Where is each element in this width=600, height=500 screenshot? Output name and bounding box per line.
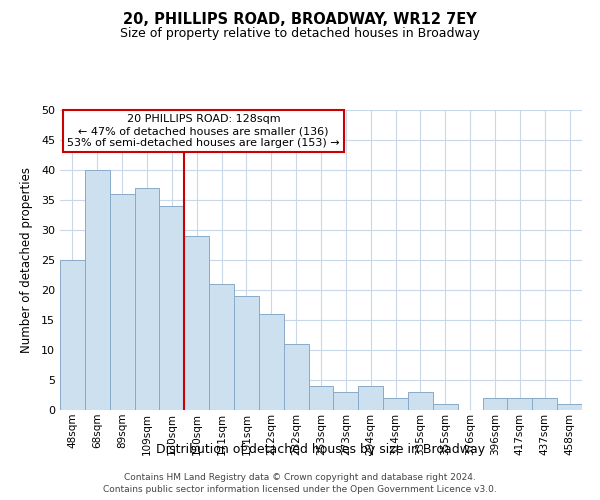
Bar [557, 404, 582, 410]
Bar [408, 392, 433, 410]
Bar [160, 206, 184, 410]
Bar [284, 344, 308, 410]
Bar [134, 188, 160, 410]
Bar [110, 194, 134, 410]
Bar [259, 314, 284, 410]
Bar [85, 170, 110, 410]
Bar [508, 398, 532, 410]
Bar [60, 260, 85, 410]
Y-axis label: Number of detached properties: Number of detached properties [20, 167, 32, 353]
Text: Contains public sector information licensed under the Open Government Licence v3: Contains public sector information licen… [103, 485, 497, 494]
Text: Distribution of detached houses by size in Broadway: Distribution of detached houses by size … [157, 442, 485, 456]
Bar [209, 284, 234, 410]
Bar [184, 236, 209, 410]
Bar [482, 398, 508, 410]
Text: Size of property relative to detached houses in Broadway: Size of property relative to detached ho… [120, 28, 480, 40]
Bar [308, 386, 334, 410]
Bar [358, 386, 383, 410]
Text: 20, PHILLIPS ROAD, BROADWAY, WR12 7EY: 20, PHILLIPS ROAD, BROADWAY, WR12 7EY [123, 12, 477, 28]
Bar [383, 398, 408, 410]
Bar [334, 392, 358, 410]
Bar [234, 296, 259, 410]
Bar [532, 398, 557, 410]
Text: 20 PHILLIPS ROAD: 128sqm
← 47% of detached houses are smaller (136)
53% of semi-: 20 PHILLIPS ROAD: 128sqm ← 47% of detach… [67, 114, 340, 148]
Text: Contains HM Land Registry data © Crown copyright and database right 2024.: Contains HM Land Registry data © Crown c… [124, 472, 476, 482]
Bar [433, 404, 458, 410]
